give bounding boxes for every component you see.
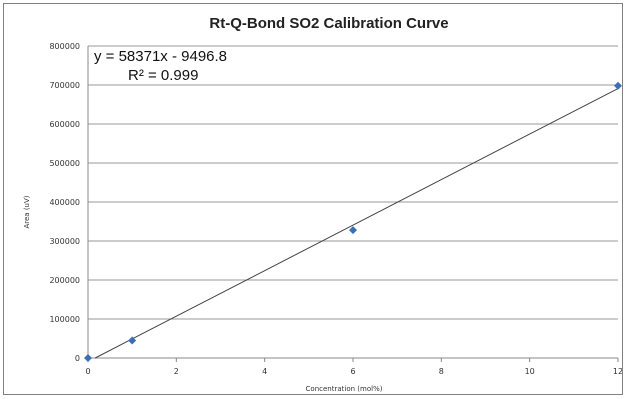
- x-tick-labels: 0 2 4 6 8 10 12: [85, 367, 622, 376]
- x-tick-label: 2: [174, 367, 179, 376]
- y-tick-label: 800000: [49, 42, 80, 51]
- y-tick-label: 700000: [49, 81, 80, 90]
- y-tick-label: 100000: [49, 315, 80, 324]
- trendline-equation: y = 58371x - 9496.8: [94, 48, 227, 65]
- y-tick-label: 600000: [49, 120, 80, 129]
- chart-title: Rt-Q-Bond SO2 Calibration Curve: [209, 15, 448, 32]
- trendline: [94, 88, 619, 359]
- x-tick-label: 0: [85, 367, 90, 376]
- chart-frame: Rt-Q-Bond SO2 Calibration Curve 0 100000 2…: [3, 3, 623, 395]
- y-tick-label: 200000: [49, 276, 80, 285]
- chart-svg: Rt-Q-Bond SO2 Calibration Curve 0 100000 2…: [23, 15, 622, 393]
- axes: [87, 46, 619, 362]
- data-point: [84, 354, 92, 362]
- y-tick-label: 400000: [49, 198, 80, 207]
- x-tick-label: 4: [262, 367, 267, 376]
- x-tick-label: 6: [350, 367, 355, 376]
- y-tick-labels: 0 100000 200000 300000 400000 500000 600000 700…: [49, 42, 80, 363]
- data-point: [349, 226, 357, 235]
- trendline-group: [94, 88, 619, 359]
- y-axis-label: Area (uV): [23, 195, 31, 228]
- data-points: [84, 81, 622, 362]
- data-point: [128, 336, 137, 345]
- y-tick-label: 500000: [49, 159, 80, 168]
- x-tick-label: 12: [613, 367, 622, 376]
- x-tick-label: 8: [439, 367, 444, 376]
- y-tick-label: 300000: [49, 237, 80, 246]
- grid-lines: [88, 45, 618, 320]
- y-tick-label: 0: [75, 354, 80, 363]
- x-tick-label: 10: [525, 367, 535, 376]
- r-squared-label: R² = 0.999: [128, 67, 198, 84]
- x-axis-label: Concentration (mol%): [306, 385, 383, 393]
- data-point: [614, 81, 622, 90]
